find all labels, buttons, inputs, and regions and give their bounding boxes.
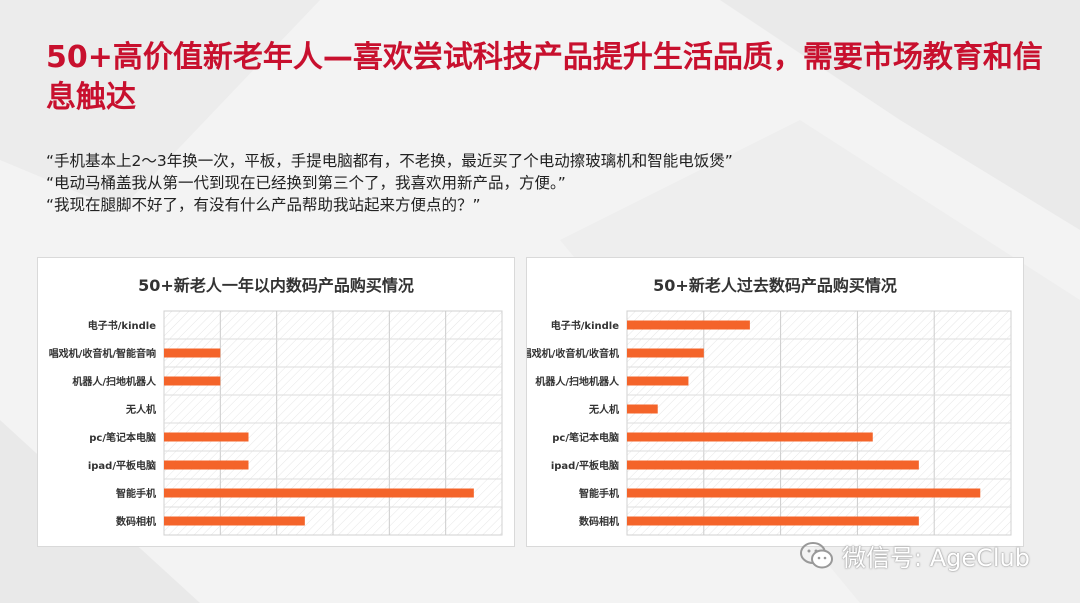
bar	[627, 432, 873, 442]
category-label: ipad/平板电脑	[88, 459, 156, 472]
bar	[627, 348, 704, 358]
quote-1: “手机基本上2～3年换一次，平板，手提电脑都有，不老换，最近买了个电动擦玻璃机和…	[46, 152, 733, 170]
bar	[164, 516, 305, 526]
watermark: 微信号: AgeClub	[800, 538, 1030, 573]
category-label: ipad/平板电脑	[551, 459, 619, 472]
category-label: pc/笔记本电脑	[552, 431, 619, 444]
category-label: 数码相机	[116, 515, 156, 528]
bar	[627, 460, 919, 470]
category-label: 机器人/扫地机器人	[535, 375, 620, 388]
bar	[164, 488, 474, 498]
category-label: 电子书/kindle	[88, 319, 156, 332]
bar	[164, 376, 221, 386]
chart-panel-recent: 50+新老人一年以内数码产品购买情况 电子书/kindle 唱戏机/收音机/智能音…	[37, 257, 515, 547]
chart-title: 50+新老人一年以内数码产品购买情况	[138, 276, 414, 295]
wechat-icon	[800, 541, 833, 568]
category-label: pc/笔记本电脑	[89, 431, 156, 444]
category-label: 唱戏机/收音机/收音机	[527, 347, 619, 360]
bar	[627, 516, 919, 526]
bar	[164, 348, 221, 358]
bar	[164, 460, 249, 470]
category-label: 机器人/扫地机器人	[72, 375, 157, 388]
page-title: 50+高价值新老年人—喜欢尝试科技产品提升生活品质，需要市场教育和信息触达	[46, 40, 1043, 115]
bar	[164, 432, 249, 442]
category-label: 智能手机	[116, 487, 156, 500]
chart-title: 50+新老人过去数码产品购买情况	[653, 276, 897, 295]
bar	[627, 376, 689, 386]
chart-panel-past: 50+新老人过去数码产品购买情况 电子书/kindle 唱戏机/收音机/收音机机器…	[526, 257, 1024, 547]
category-label: 智能手机	[579, 487, 619, 500]
category-label: 唱戏机/收音机/智能音响	[49, 347, 156, 360]
quotes-block: “手机基本上2～3年换一次，平板，手提电脑都有，不老换，最近买了个电动擦玻璃机和…	[46, 150, 1046, 216]
category-label: 数码相机	[579, 515, 619, 528]
quote-3: “我现在腿脚不好了，有没有什么产品帮助我站起来方便点的？”	[46, 196, 481, 214]
category-label: 电子书/kindle	[551, 319, 619, 332]
bar	[627, 320, 750, 330]
watermark-text: 微信号: AgeClub	[842, 544, 1031, 572]
bar	[627, 488, 981, 498]
quote-2: “电动马桶盖我从第一代到现在已经换到第三个了，我喜欢用新产品，方便。”	[46, 174, 566, 192]
category-label: 无人机	[588, 403, 619, 416]
category-label: 无人机	[125, 403, 156, 416]
bar	[627, 404, 658, 414]
